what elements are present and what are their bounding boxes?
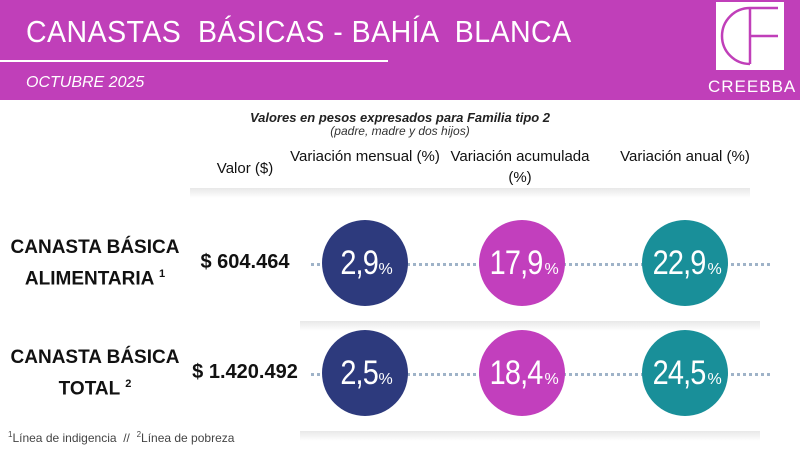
footnote-mark: 2 xyxy=(136,430,142,439)
footnote-separator: // xyxy=(123,431,130,445)
row-shade xyxy=(300,321,760,331)
row-name-line: TOTAL xyxy=(58,378,120,400)
row-name-line: CANASTA BÁSICA xyxy=(10,347,180,368)
variation-circle: 18,4% xyxy=(479,330,565,416)
variation-unit: % xyxy=(378,371,393,388)
title: CANASTAS BÁSICAS - BAHÍA BLANCA xyxy=(26,14,572,49)
connector xyxy=(186,373,770,376)
column-header: Variación anual (%) xyxy=(620,148,750,165)
variation-circle: 17,9% xyxy=(479,220,565,306)
variation-unit: % xyxy=(544,371,559,388)
column-header: Valor ($) xyxy=(216,160,274,177)
title-rule xyxy=(0,60,388,62)
footnote: Línea de pobreza xyxy=(141,431,235,445)
row-name-line: CANASTA BÁSICA xyxy=(10,237,180,258)
row-name: CANASTA BÁSICA TOTAL 2 xyxy=(0,345,190,402)
variation-number: 22,9 xyxy=(652,243,707,282)
logo-text: CREEBBA xyxy=(708,77,797,96)
footnote: Línea de indigencia xyxy=(12,431,117,445)
subtitle: OCTUBRE 2025 xyxy=(26,74,145,91)
variation-unit: % xyxy=(544,261,559,278)
variation-number: 2,5 xyxy=(340,353,379,392)
variation-number: 2,9 xyxy=(340,243,379,282)
variation-circle: 2,9% xyxy=(322,220,408,306)
logo-mark xyxy=(716,2,784,70)
row-shade xyxy=(300,431,760,441)
variation-number: 18,4 xyxy=(489,353,544,392)
variation-circle: 22,9% xyxy=(642,220,728,306)
footnotes: 1Línea de indigencia // 2Línea de pobrez… xyxy=(8,430,234,445)
variation-number: 24,5 xyxy=(652,353,707,392)
variation-unit: % xyxy=(707,371,722,388)
row-name: CANASTA BÁSICA ALIMENTARIA 1 xyxy=(0,235,190,292)
column-header: Variación mensual (%) xyxy=(290,148,440,165)
intro: Valores en pesos expresados para Familia… xyxy=(249,110,551,125)
note-mark: 2 xyxy=(125,378,132,390)
variation-circle: 2,5% xyxy=(322,330,408,416)
basket-value: $ 1.420.492 xyxy=(182,361,308,384)
intro-note: (padre, madre y dos hijos) xyxy=(330,124,470,138)
row-name-line: ALIMENTARIA xyxy=(24,268,154,290)
variation-number: 17,9 xyxy=(489,243,544,282)
variation-unit: % xyxy=(378,261,393,278)
variation-circle: 24,5% xyxy=(642,330,728,416)
column-header: Variación acumulada (%) xyxy=(450,148,590,186)
variation-unit: % xyxy=(707,261,722,278)
basket-value: $ 604.464 xyxy=(182,251,308,274)
note-mark: 1 xyxy=(158,268,166,280)
header-shade xyxy=(190,188,750,198)
header-band xyxy=(0,0,800,100)
footnote-mark: 1 xyxy=(8,430,13,439)
connector xyxy=(186,263,770,266)
